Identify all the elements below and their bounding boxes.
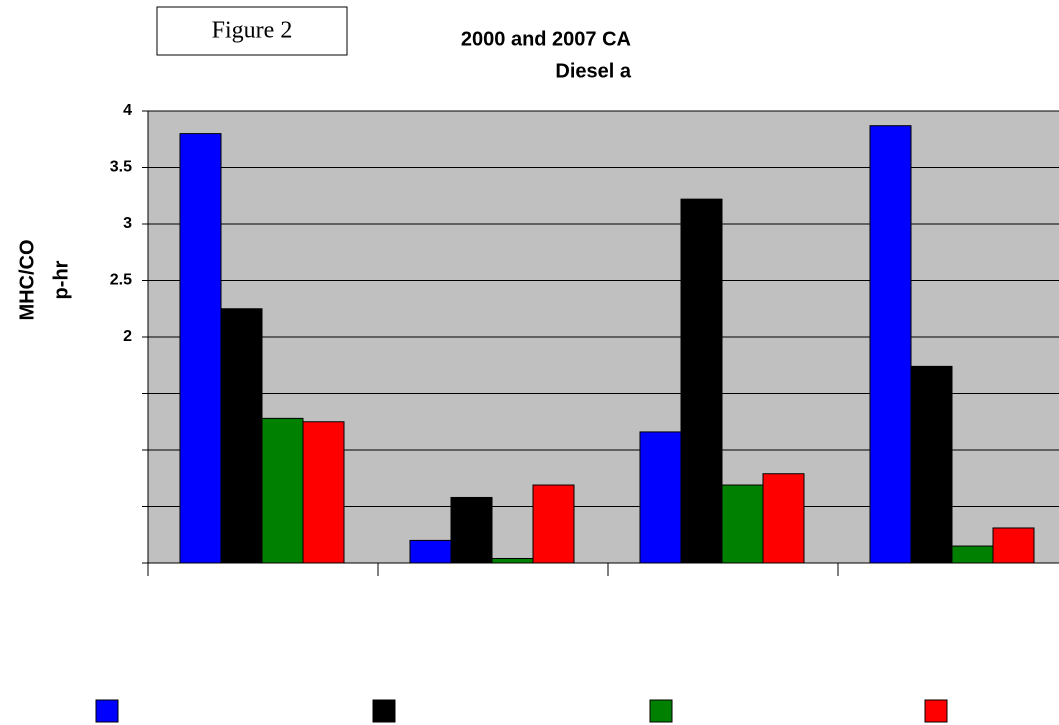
y-tick-label: 2.5: [110, 272, 132, 289]
bar: [261, 417, 304, 564]
bar: [639, 431, 682, 564]
bar: [762, 473, 805, 564]
chart-title: Diesel a: [555, 60, 631, 82]
legend-swatch: [95, 699, 119, 723]
bar: [302, 421, 345, 564]
bar: [491, 557, 534, 564]
y-tick-label: 2: [123, 328, 132, 345]
legend-swatch: [649, 699, 673, 723]
bar: [532, 484, 575, 564]
figure-label: Figure 2: [212, 18, 293, 44]
bar: [409, 539, 452, 564]
bar: [910, 365, 953, 564]
figure-label-box: [156, 6, 348, 56]
legend-swatch: [372, 699, 396, 723]
y-tick-label: 3.5: [110, 159, 132, 176]
chart-title: 2000 and 2007 CA: [461, 28, 631, 50]
bar: [179, 133, 222, 564]
bar: [220, 308, 263, 564]
bar: [992, 527, 1035, 564]
y-tick-label: 4: [123, 102, 132, 119]
legend-swatch: [924, 699, 948, 723]
y-axis-label: MHC/CO: [16, 239, 38, 320]
bar: [680, 198, 723, 564]
bar: [721, 484, 764, 564]
bar: [869, 125, 912, 564]
bar: [951, 545, 994, 564]
y-axis-label: p-hr: [50, 260, 72, 299]
bar: [450, 496, 493, 564]
y-tick-label: 3: [123, 215, 132, 232]
